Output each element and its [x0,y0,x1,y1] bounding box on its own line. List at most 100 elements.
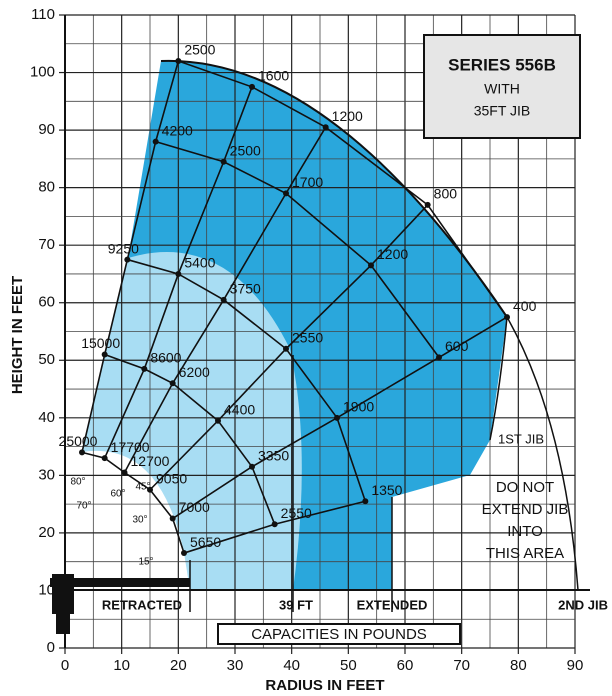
capacity-label: 4200 [162,122,193,138]
subtitle: 35FT JIB [474,103,531,119]
y-tick-label: 10 [38,581,55,598]
capacity-label: 2500 [184,42,215,58]
capacity-point [141,366,147,372]
capacity-label: 1600 [258,68,289,84]
capacity-point [323,124,329,130]
x-tick-label: 0 [61,657,69,674]
capacity-label: 8600 [150,350,181,366]
capacity-label: 25000 [59,433,98,449]
capacity-label: 3350 [258,447,289,463]
capacity-label: 7000 [179,499,210,515]
y-tick-label: 70 [38,236,55,253]
subtitle: WITH [484,81,520,97]
capacity-label: 600 [445,338,469,354]
y-axis-label: HEIGHT IN FEET [9,276,26,394]
turret [52,574,74,614]
capacity-label: 1200 [377,246,408,262]
x-tick-label: 40 [283,657,300,674]
x-tick-label: 60 [397,657,414,674]
y-tick-label: 0 [47,639,55,656]
warning-label: EXTEND JIB [482,501,569,518]
capacity-point [175,58,181,64]
jib-label: 1ST JIB [498,431,544,446]
capacity-point [221,159,227,165]
x-tick-label: 10 [113,657,130,674]
capacity-point [436,354,442,360]
x-tick-label: 70 [453,657,470,674]
capacity-label: 3750 [230,281,261,297]
warning-label: THIS AREA [486,545,564,562]
capacity-label: 400 [513,298,537,314]
y-tick-label: 80 [38,179,55,196]
capacity-point [122,469,128,475]
y-tick-label: 100 [30,64,55,81]
capacity-label: 1700 [292,174,323,190]
capacity-point [79,449,85,455]
capacity-label: 12700 [131,453,170,469]
x-tick-label: 30 [227,657,244,674]
capacity-point [153,139,159,145]
capacity-point [102,455,108,461]
capacity-label: 2500 [230,142,261,158]
angle-label: 70° [76,501,91,512]
capacity-label: 4400 [224,401,255,417]
chart-title: SERIES 556B [448,55,556,74]
capacity-point [170,516,176,522]
capacity-label: 1200 [332,108,363,124]
region-label: RETRACTED [102,597,182,612]
capacity-point [249,84,255,90]
y-tick-label: 90 [38,121,55,138]
angle-label: 15° [138,557,153,568]
x-tick-label: 20 [170,657,187,674]
capacity-label: 15000 [81,335,120,351]
angle-label: 30° [132,515,147,526]
capacity-point [283,346,289,352]
y-tick-label: 110 [31,6,55,23]
capacity-point [102,352,108,358]
capacity-label: 800 [434,186,458,202]
x-tick-label: 90 [567,657,584,674]
y-tick-label: 20 [38,524,55,541]
capacity-point [368,262,374,268]
region-label: EXTENDED [357,597,428,612]
capacity-point [175,271,181,277]
capacity-point [504,314,510,320]
capacity-label: 9250 [108,240,139,256]
angle-label: 60° [110,489,125,500]
capacity-point [124,257,130,263]
x-axis-label: RADIUS IN FEET [265,677,384,694]
capacity-point [249,464,255,470]
capacity-point [283,190,289,196]
outrigger [56,612,70,634]
x-tick-label: 80 [510,657,527,674]
page: SERIES 556B WITH 35FT JIB CAPACITIES IN … [0,0,612,696]
y-tick-label: 60 [38,294,55,311]
capacity-point [221,297,227,303]
x-tick-label: 50 [340,657,357,674]
capacity-label: 1900 [343,399,374,415]
capacity-point [334,415,340,421]
warning-label: DO NOT [496,479,554,496]
region-label: 2ND JIB [558,597,608,612]
capacity-label: 5650 [190,534,221,550]
capacity-label: 2550 [281,505,312,521]
capacity-point [272,521,278,527]
capacity-label: 6200 [179,364,210,380]
chart: SERIES 556B WITH 35FT JIB CAPACITIES IN … [0,0,612,696]
capacity-label: 5400 [184,255,215,271]
region-label: 39 FT [279,597,313,612]
capacity-label: 2550 [292,329,323,345]
note: CAPACITIES IN POUNDS [251,626,427,643]
capacity-point [425,202,431,208]
angle-label: 45° [135,482,150,493]
capacity-point [215,418,221,424]
warning-label: INTO [507,523,543,540]
capacity-label: 9050 [156,470,187,486]
y-tick-label: 50 [38,351,55,368]
y-tick-label: 40 [38,409,55,426]
capacity-label: 1350 [371,482,402,498]
y-tick-label: 30 [38,466,55,483]
angle-label: 80° [70,477,85,488]
capacity-point [170,380,176,386]
capacity-point [181,550,187,556]
